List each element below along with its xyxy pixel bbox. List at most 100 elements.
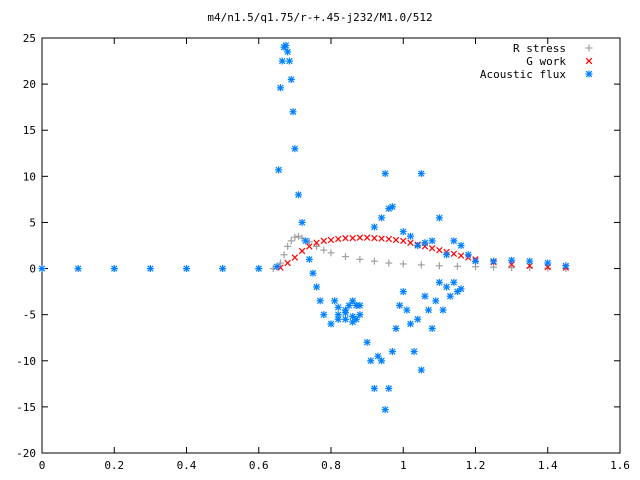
y-tick-label: -10 [16, 355, 36, 368]
acoustic-flux-point [425, 306, 433, 314]
acoustic-flux-point [417, 170, 425, 178]
acoustic-flux-point [331, 297, 339, 305]
acoustic-flux-point [349, 297, 357, 305]
r-stress-point [508, 264, 516, 272]
r-stress-point [385, 259, 393, 267]
acoustic-flux-point [285, 57, 293, 65]
acoustic-flux-point [309, 269, 317, 277]
acoustic-flux-point [74, 265, 82, 273]
acoustic-flux-point [370, 384, 378, 392]
acoustic-flux-point [417, 366, 425, 374]
g-work-point [356, 234, 364, 241]
acoustic-flux-point [282, 41, 290, 49]
legend-label: Acoustic flux [480, 68, 566, 81]
acoustic-flux-point [406, 320, 414, 328]
acoustic-flux-point [291, 145, 299, 153]
acoustic-flux-point [446, 292, 454, 300]
series-3 [38, 41, 570, 414]
acoustic-flux-point [435, 278, 443, 286]
r-stress-point [453, 262, 461, 270]
acoustic-flux-point [378, 357, 386, 365]
acoustic-flux-point [349, 313, 357, 321]
r-stress-point [370, 257, 378, 265]
acoustic-flux-point [439, 306, 447, 314]
acoustic-flux-point [381, 170, 389, 178]
acoustic-flux-point [276, 84, 284, 92]
legend-marker [585, 70, 593, 78]
x-tick-label: 0.8 [321, 459, 341, 472]
acoustic-flux-point [356, 301, 364, 309]
g-work-point [428, 245, 436, 252]
series-layer [38, 41, 570, 414]
acoustic-flux-point [428, 325, 436, 332]
acoustic-flux-point [562, 262, 570, 270]
x-tick-label: 0.4 [177, 459, 197, 472]
x-tick-label: 1 [400, 459, 407, 472]
r-stress-point [320, 246, 328, 254]
x-tick-label: 0 [39, 459, 46, 472]
y-tick-label: 5 [29, 216, 36, 229]
r-stress-point [287, 237, 295, 245]
acoustic-flux-point [450, 278, 458, 286]
y-tick-label: 20 [23, 78, 36, 91]
acoustic-flux-point [414, 315, 422, 323]
acoustic-flux-point [472, 257, 479, 265]
g-work-point [291, 254, 299, 261]
r-stress-point [356, 255, 364, 263]
acoustic-flux-point [275, 166, 283, 174]
g-work-point [306, 243, 313, 250]
legend-marker [585, 57, 593, 65]
acoustic-flux-point [374, 352, 382, 360]
y-tick-label: -15 [16, 401, 36, 414]
acoustic-flux-point [287, 76, 295, 83]
x-tick-label: 1.4 [538, 459, 558, 472]
x-tick-label: 0.2 [104, 459, 124, 472]
g-work-point [526, 262, 533, 270]
acoustic-flux-point [388, 203, 396, 211]
g-work-point [363, 234, 371, 241]
r-stress-point [280, 251, 288, 259]
acoustic-flux-point [399, 288, 407, 296]
y-tick-label: -20 [16, 447, 36, 460]
acoustic-flux-point [378, 214, 386, 222]
r-stress-point [298, 234, 306, 242]
acoustic-flux-point [410, 348, 418, 356]
acoustic-flux-point [464, 251, 472, 259]
r-stress-point [276, 259, 284, 267]
acoustic-flux-point [255, 265, 263, 273]
g-work-point [320, 237, 327, 245]
g-work-point [342, 234, 349, 242]
r-stress-point [435, 262, 443, 270]
acoustic-flux-point [406, 232, 414, 240]
acoustic-flux-point [508, 256, 516, 264]
acoustic-flux-point [544, 259, 552, 267]
y-tick-label: 10 [23, 170, 36, 183]
acoustic-flux-point [392, 325, 400, 332]
g-work-point [457, 252, 465, 259]
acoustic-flux-point [345, 301, 353, 309]
acoustic-flux-point [219, 265, 227, 273]
plot-area-border [41, 37, 621, 454]
acoustic-flux-point [403, 306, 411, 314]
acoustic-flux-point [385, 384, 393, 392]
g-work-point [284, 259, 291, 267]
acoustic-flux-point [334, 311, 342, 319]
y-tick-label: 25 [23, 32, 36, 45]
g-work-point [335, 235, 342, 243]
g-work-point [400, 237, 407, 245]
acoustic-flux-point [421, 239, 429, 247]
g-work-point [313, 239, 320, 246]
r-stress-point [490, 263, 498, 271]
g-work-point [378, 235, 385, 242]
acoustic-flux-point [381, 406, 389, 414]
acoustic-flux-point [341, 315, 349, 323]
r-stress-point [399, 260, 407, 268]
acoustic-flux-point [341, 309, 349, 317]
acoustic-flux-point [457, 242, 465, 249]
acoustic-flux-point [278, 57, 286, 65]
acoustic-flux-point [302, 237, 310, 245]
x-tick-label: 0.6 [249, 459, 269, 472]
x-tick-label: 1.6 [610, 459, 630, 472]
acoustic-flux-point [457, 285, 465, 293]
